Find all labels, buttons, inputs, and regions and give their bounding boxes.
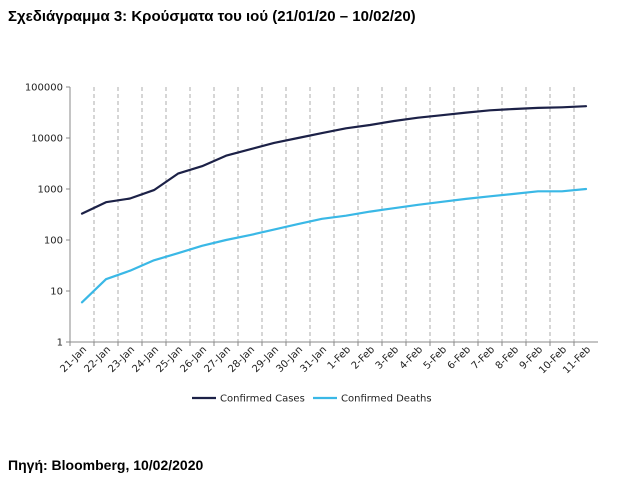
y-tick-label: 1	[57, 338, 63, 349]
x-tick-label: 31-Jan	[298, 344, 329, 375]
y-tick-label: 10	[50, 287, 63, 298]
chart-title: Σχεδιάγραμμα 3: Κρούσματα του ιού (21/01…	[8, 8, 416, 25]
confirmed-cases-line	[80, 105, 588, 215]
x-tick-label: 4-Feb	[398, 344, 425, 371]
y-axis-ticks: 1 10 100 1000 10000 100000	[25, 83, 70, 349]
legend-confirmed-deaths: Confirmed Deaths	[313, 394, 432, 405]
x-tick-label: 6-Feb	[446, 344, 473, 371]
legend: Confirmed Cases Confirmed Deaths	[192, 394, 432, 405]
legend-label: Confirmed Cases	[220, 394, 305, 405]
source-note: Πηγή: Bloomberg, 10/02/2020	[8, 457, 204, 473]
series-lines	[80, 105, 588, 304]
legend-label: Confirmed Deaths	[341, 394, 432, 405]
y-tick-label: 10000	[31, 134, 63, 145]
grid-lines	[93, 87, 575, 342]
x-axis-ticks: 21-Jan22-Jan23-Jan24-Jan25-Jan26-Jan27-J…	[58, 342, 593, 376]
x-tick-label: 8-Feb	[494, 344, 521, 371]
x-tick-label: 7-Feb	[470, 344, 497, 371]
y-tick-label: 1000	[38, 185, 63, 196]
y-tick-label: 100000	[25, 83, 63, 94]
x-tick-label: 5-Feb	[422, 344, 449, 371]
x-tick-label: 3-Feb	[374, 344, 401, 371]
legend-confirmed-cases: Confirmed Cases	[192, 394, 305, 405]
x-tick-label: 1-Feb	[326, 344, 353, 371]
confirmed-deaths-line	[80, 187, 588, 304]
x-tick-label: 2-Feb	[350, 344, 377, 371]
y-tick-label: 100	[44, 236, 63, 247]
